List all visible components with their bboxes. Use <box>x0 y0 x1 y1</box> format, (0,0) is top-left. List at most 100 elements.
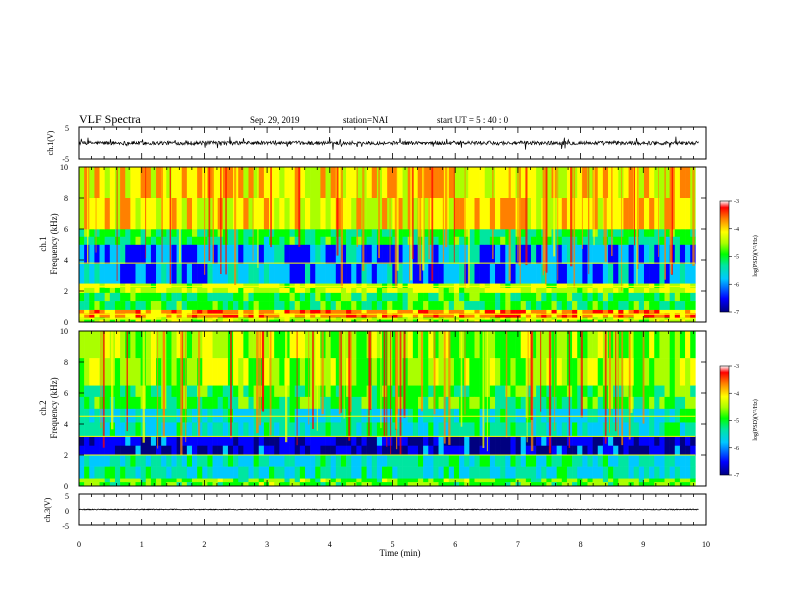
spectrogram-cell <box>89 396 95 409</box>
spectrogram-cell <box>572 478 578 483</box>
spectrogram-cell <box>500 445 506 456</box>
spectrogram-cell <box>340 331 347 359</box>
spectrogram-cell <box>469 396 475 409</box>
spectrogram-cell <box>294 287 301 293</box>
spectrogram-cell <box>530 358 537 386</box>
spectrogram-cell <box>633 482 640 487</box>
spectrogram-cell <box>464 319 470 323</box>
spectrogram-cell <box>181 236 188 245</box>
spectrogram-streak <box>389 167 391 267</box>
spectrogram-cell <box>536 445 542 456</box>
spectrogram-cell <box>561 167 568 199</box>
spectrogram-cell <box>310 309 316 314</box>
spectrogram-cell <box>520 396 527 409</box>
spectrogram-cell <box>84 466 90 479</box>
spectrogram-cell <box>166 408 172 423</box>
spectrogram-cell <box>638 482 645 487</box>
spectrogram-cell <box>279 319 285 323</box>
spectrogram-cell <box>654 309 660 314</box>
spectrogram-cell <box>484 229 491 238</box>
spectrogram-cell <box>443 301 450 310</box>
spectrogram-cell <box>443 263 450 284</box>
spectrogram-cell <box>679 319 686 323</box>
spectrogram-cell <box>346 301 352 310</box>
spectrogram-cell <box>643 283 650 289</box>
spectrogram-cell <box>371 466 378 479</box>
spectrogram-cell <box>679 301 686 310</box>
spectrogram-cell <box>510 244 516 265</box>
spectrogram-cell <box>674 319 681 323</box>
spectrogram-cell <box>618 331 624 359</box>
spectrogram-cell <box>145 236 152 245</box>
spectrogram-cell <box>248 408 254 423</box>
spectrogram-cell <box>433 319 439 323</box>
spectrogram-cell <box>536 287 542 293</box>
spectrogram-cell <box>556 244 563 265</box>
spectrogram-cell <box>638 283 645 289</box>
spectrogram-streak <box>542 167 544 276</box>
spectrogram-cell <box>659 331 665 359</box>
spectrogram-cell <box>443 331 450 359</box>
spectrogram-cell <box>433 301 439 310</box>
spectrogram-cell <box>654 422 660 437</box>
spectrogram-cell <box>623 236 629 245</box>
spectrogram-cell <box>233 422 239 437</box>
spectrogram-cell <box>99 436 105 446</box>
spectrogram-cell <box>356 319 362 323</box>
spectrogram-cell <box>304 287 311 293</box>
spectrogram-cell <box>623 283 629 289</box>
ytick-label-ch1-top: 5 <box>65 124 69 133</box>
spectrogram-cell <box>114 385 121 398</box>
spectrogram-cell <box>192 466 198 479</box>
spectrogram-cell <box>248 396 254 409</box>
spectrogram-cell <box>674 331 681 359</box>
spectrogram-cell <box>320 422 326 437</box>
spectrogram-cell <box>664 287 670 293</box>
ytick-label-ch3-top: 5 <box>65 492 69 501</box>
spectrogram-cell <box>551 263 557 284</box>
spectrogram-cell <box>361 263 367 284</box>
spectrogram-cell <box>423 198 429 230</box>
spectrogram-cell <box>202 319 208 323</box>
spectrogram-cell <box>145 358 152 386</box>
spectrogram-streak <box>460 331 463 427</box>
spectrogram-cell <box>263 319 270 323</box>
spectrogram-cell <box>335 385 342 398</box>
spectrogram-cell <box>222 313 229 318</box>
spectrogram-cell <box>628 292 635 302</box>
spectrogram-cell <box>289 422 296 437</box>
spectrogram-cell <box>638 358 645 386</box>
spectrogram-cell <box>505 301 511 310</box>
spectrogram-cell <box>428 466 434 479</box>
spectrogram-cell <box>233 313 239 318</box>
spectrogram-cell <box>217 358 224 386</box>
spectrogram-streak <box>581 167 583 249</box>
spectrogram-cell <box>638 331 645 359</box>
spectrogram-cell <box>125 283 131 289</box>
spectrogram-cell <box>197 287 203 293</box>
spectrogram-cell <box>643 301 650 310</box>
spectrogram-cell <box>592 283 599 289</box>
spectrogram-cell <box>166 244 172 265</box>
spectrogram-cell <box>479 244 486 265</box>
spectrogram-cell <box>515 198 522 230</box>
spectrogram-cell <box>253 292 260 302</box>
spectrogram-cell <box>335 287 342 293</box>
spectrogram-cell <box>89 313 95 318</box>
spectrogram-cell <box>366 244 373 265</box>
spectrogram-cell <box>258 236 265 245</box>
spectrogram-cell <box>340 478 347 483</box>
spectrogram-cell <box>443 482 450 487</box>
spectrogram-cell <box>304 292 311 302</box>
spectrogram-cell <box>109 313 116 318</box>
spectrogram-cell <box>649 198 655 230</box>
spectrogram-cell <box>299 283 306 289</box>
spectrogram-cell <box>551 466 557 479</box>
spectrogram-cell <box>284 301 290 310</box>
spectrogram-cell <box>592 319 599 323</box>
spectrogram-cell <box>279 358 285 386</box>
spectrogram-cell <box>243 236 249 245</box>
spectrogram-cell <box>99 455 105 467</box>
spectrogram-cell <box>130 244 136 265</box>
spectrogram-cell <box>156 313 162 318</box>
